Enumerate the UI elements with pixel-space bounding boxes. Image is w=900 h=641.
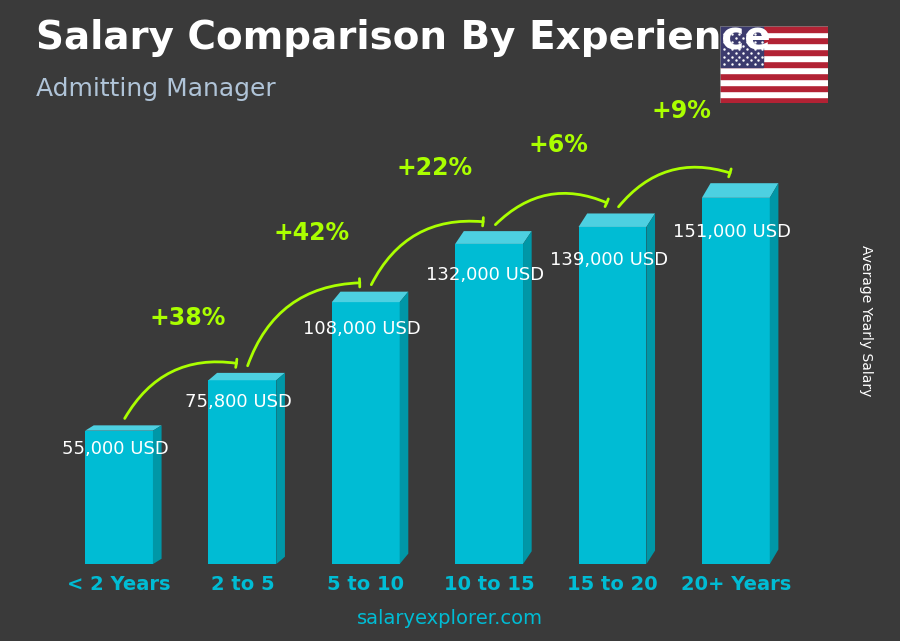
Text: 132,000 USD: 132,000 USD [427, 267, 544, 285]
Text: Salary Comparison By Experience: Salary Comparison By Experience [36, 19, 770, 57]
Text: Average Yearly Salary: Average Yearly Salary [859, 245, 873, 396]
Bar [720, 97, 828, 103]
Polygon shape [646, 213, 655, 564]
Text: 139,000 USD: 139,000 USD [550, 251, 668, 269]
Polygon shape [400, 292, 409, 564]
Bar [332, 302, 400, 564]
Text: +42%: +42% [274, 221, 349, 245]
Text: 55,000 USD: 55,000 USD [62, 440, 168, 458]
Bar [702, 198, 770, 564]
Text: 75,800 USD: 75,800 USD [185, 393, 292, 411]
Bar [720, 55, 828, 61]
Polygon shape [276, 373, 285, 564]
Polygon shape [332, 292, 409, 302]
Polygon shape [209, 373, 285, 380]
Polygon shape [702, 183, 778, 198]
Bar [720, 73, 828, 79]
Text: +9%: +9% [652, 99, 712, 122]
Text: 108,000 USD: 108,000 USD [303, 320, 421, 338]
Text: 151,000 USD: 151,000 USD [673, 224, 791, 242]
Text: +22%: +22% [397, 156, 472, 179]
Text: Admitting Manager: Admitting Manager [36, 77, 275, 101]
Polygon shape [770, 183, 778, 564]
Polygon shape [86, 426, 162, 431]
Polygon shape [455, 231, 532, 244]
Bar [455, 244, 523, 564]
Bar [209, 380, 276, 564]
Bar [720, 44, 828, 49]
Polygon shape [579, 213, 655, 227]
Bar [579, 227, 646, 564]
Bar [720, 61, 828, 67]
Text: +38%: +38% [150, 306, 226, 330]
Bar [86, 431, 153, 564]
Bar [720, 91, 828, 97]
Bar [720, 79, 828, 85]
Polygon shape [153, 426, 162, 564]
Polygon shape [523, 231, 532, 564]
Bar [720, 67, 828, 73]
Bar [720, 37, 828, 44]
Text: +6%: +6% [528, 133, 588, 158]
Bar [720, 26, 828, 31]
Text: salaryexplorer.com: salaryexplorer.com [357, 609, 543, 628]
Bar [720, 31, 828, 37]
Bar [720, 85, 828, 91]
Bar [720, 49, 828, 55]
Bar [720, 26, 763, 67]
